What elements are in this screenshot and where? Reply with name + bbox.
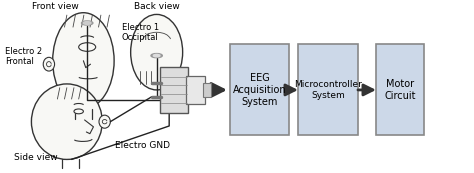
FancyBboxPatch shape: [203, 83, 211, 97]
Text: Back view: Back view: [134, 2, 180, 11]
FancyBboxPatch shape: [160, 67, 188, 113]
FancyBboxPatch shape: [230, 44, 289, 135]
Text: Motor
Circuit: Motor Circuit: [384, 79, 416, 101]
Circle shape: [151, 54, 162, 58]
Text: EEG
Acquisition
System: EEG Acquisition System: [233, 73, 286, 107]
Circle shape: [154, 54, 160, 57]
Ellipse shape: [79, 43, 96, 51]
Ellipse shape: [131, 14, 182, 90]
Text: Electro 1
Occipital: Electro 1 Occipital: [121, 23, 159, 42]
Circle shape: [82, 21, 93, 25]
Text: Electro GND: Electro GND: [115, 140, 170, 149]
Text: Side view: Side view: [14, 153, 58, 162]
Ellipse shape: [74, 109, 83, 114]
Ellipse shape: [31, 84, 102, 160]
FancyBboxPatch shape: [186, 76, 205, 104]
Text: Electro 2
Frontal: Electro 2 Frontal: [5, 47, 43, 66]
Ellipse shape: [43, 57, 55, 71]
FancyBboxPatch shape: [376, 44, 424, 135]
Ellipse shape: [53, 13, 114, 109]
Circle shape: [83, 22, 91, 24]
Ellipse shape: [99, 115, 110, 128]
Text: Microcontroller
System: Microcontroller System: [294, 80, 362, 100]
FancyBboxPatch shape: [299, 44, 357, 135]
Text: Front view: Front view: [32, 2, 78, 11]
